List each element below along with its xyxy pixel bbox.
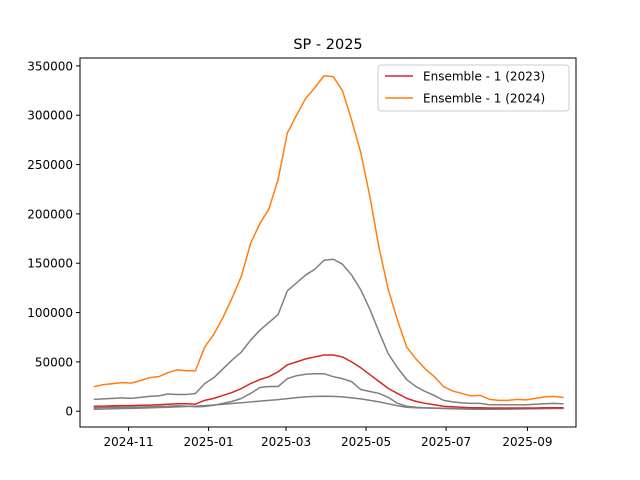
y-tick-label: 100000 <box>27 306 73 320</box>
y-tick-label: 300000 <box>27 109 73 123</box>
legend-label: Ensemble - 1 (2024) <box>423 92 545 106</box>
chart-title: SP - 2025 <box>293 37 362 53</box>
x-tick-label: 2024-11 <box>103 435 153 449</box>
series-layer <box>93 75 564 411</box>
x-axis: 2024-11 2025-01 2025-03 2025-05 2025-07 2025-… <box>103 427 553 449</box>
y-axis: 0 50000 100000 150000 200000 250000 300000 3500… <box>27 59 80 419</box>
y-tick-label: 50000 <box>35 355 73 369</box>
x-tick-label: 2025-01 <box>184 435 234 449</box>
x-tick-label: 2025-05 <box>341 435 391 449</box>
y-tick-label: 200000 <box>27 207 73 221</box>
legend-label: Ensemble - 1 (2023) <box>423 70 545 84</box>
y-tick-label: 350000 <box>27 59 73 73</box>
legend: Ensemble - 1 (2023) Ensemble - 1 (2024) <box>377 64 570 112</box>
legend-box <box>377 64 570 112</box>
series-line-gray-2 <box>93 372 564 410</box>
x-tick-label: 2025-07 <box>421 435 471 449</box>
series-line-ensemble-1-2023 <box>93 354 564 409</box>
y-tick-label: 0 <box>65 405 73 419</box>
x-tick-label: 2025-09 <box>502 435 552 449</box>
plot-frame <box>79 57 577 428</box>
y-tick-label: 150000 <box>27 257 73 271</box>
y-tick-label: 250000 <box>27 158 73 172</box>
series-line-ensemble-1-2024 <box>93 75 564 402</box>
x-tick-label: 2025-03 <box>261 435 311 449</box>
series-line-gray-3 <box>93 258 564 406</box>
